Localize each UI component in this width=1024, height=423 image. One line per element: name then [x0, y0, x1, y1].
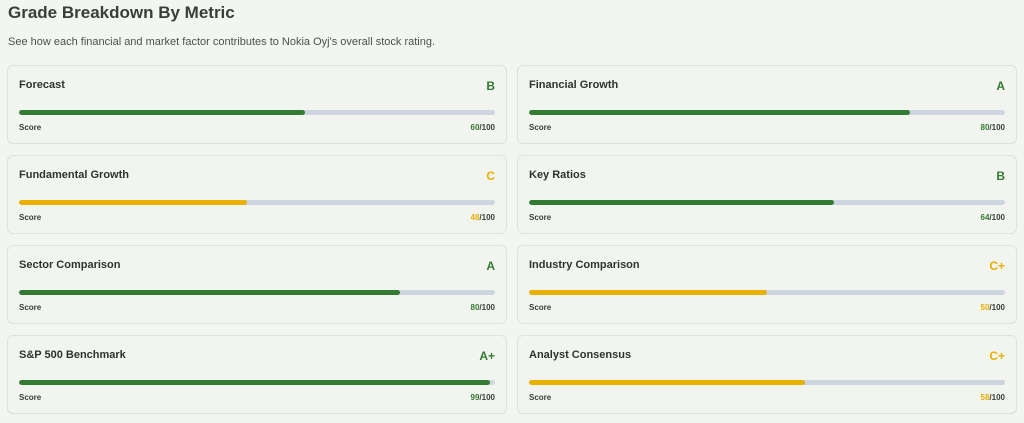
- score-label: Score: [529, 393, 552, 402]
- score-number: 80: [470, 303, 480, 312]
- score-suffix: /100: [989, 213, 1005, 222]
- score-bar-fill: [529, 380, 806, 385]
- score-bar-track: [19, 200, 495, 205]
- metric-grade: C+: [989, 349, 1005, 363]
- score-bar-track: [19, 380, 495, 385]
- metric-grade: A: [996, 79, 1005, 93]
- score-label: Score: [19, 123, 42, 132]
- metric-card: Fundamental Growth C Score 48/100: [7, 155, 507, 234]
- metric-name: Key Ratios: [529, 169, 586, 181]
- score-label: Score: [529, 303, 552, 312]
- metric-name: S&P 500 Benchmark: [19, 349, 126, 361]
- score-number: 80: [980, 123, 990, 132]
- score-bar-track: [529, 110, 1005, 115]
- metric-card: S&P 500 Benchmark A+ Score 99/100: [7, 335, 507, 414]
- metric-card: Financial Growth A Score 80/100: [517, 65, 1017, 144]
- metric-card: Key Ratios B Score 64/100: [517, 155, 1017, 234]
- metric-grade: C+: [989, 259, 1005, 273]
- score-suffix: /100: [989, 303, 1005, 312]
- score-bar-track: [19, 290, 495, 295]
- score-suffix: /100: [479, 213, 495, 222]
- section-subtitle: See how each financial and market factor…: [8, 36, 436, 48]
- score-value: 48/100: [471, 213, 495, 222]
- score-label: Score: [19, 393, 42, 402]
- metric-grade: C: [486, 169, 495, 183]
- score-bar-track: [529, 200, 1005, 205]
- score-bar-fill: [529, 290, 767, 295]
- metric-card: Sector Comparison A Score 80/100: [7, 245, 507, 324]
- metric-name: Analyst Consensus: [529, 349, 632, 361]
- score-value: 80/100: [981, 123, 1005, 132]
- score-label: Score: [529, 123, 552, 132]
- score-suffix: /100: [479, 123, 495, 132]
- score-number: 48: [470, 213, 480, 222]
- metric-grade: B: [486, 79, 495, 93]
- score-suffix: /100: [989, 123, 1005, 132]
- score-label: Score: [19, 303, 42, 312]
- score-label: Score: [529, 213, 552, 222]
- metric-card: Analyst Consensus C+ Score 58/100: [517, 335, 1017, 414]
- score-bar-track: [529, 380, 1005, 385]
- score-bar-track: [19, 110, 495, 115]
- metric-grid: Forecast B Score 60/100 Financial Growth…: [7, 65, 1017, 414]
- score-bar-track: [529, 290, 1005, 295]
- section-title: Grade Breakdown By Metric: [8, 3, 235, 22]
- score-bar-fill: [529, 200, 834, 205]
- score-bar-fill: [19, 290, 400, 295]
- score-suffix: /100: [479, 303, 495, 312]
- score-value: 80/100: [471, 303, 495, 312]
- metric-grade: A+: [479, 349, 495, 363]
- score-suffix: /100: [479, 393, 495, 402]
- score-value: 58/100: [981, 393, 1005, 402]
- metric-grade: B: [996, 169, 1005, 183]
- metric-name: Forecast: [19, 79, 65, 91]
- score-value: 60/100: [471, 123, 495, 132]
- score-value: 50/100: [981, 303, 1005, 312]
- score-value: 64/100: [981, 213, 1005, 222]
- score-suffix: /100: [989, 393, 1005, 402]
- metric-name: Financial Growth: [529, 79, 619, 91]
- score-number: 99: [470, 393, 480, 402]
- score-bar-fill: [19, 110, 305, 115]
- metric-grade: A: [486, 259, 495, 273]
- metric-name: Fundamental Growth: [19, 169, 129, 181]
- score-number: 58: [980, 393, 990, 402]
- metric-name: Sector Comparison: [19, 259, 121, 271]
- metric-card: Forecast B Score 60/100: [7, 65, 507, 144]
- score-bar-fill: [19, 380, 491, 385]
- score-bar-fill: [529, 110, 910, 115]
- score-value: 99/100: [471, 393, 495, 402]
- score-bar-fill: [19, 200, 248, 205]
- metric-name: Industry Comparison: [529, 259, 640, 271]
- score-number: 64: [980, 213, 990, 222]
- metric-card: Industry Comparison C+ Score 50/100: [517, 245, 1017, 324]
- score-number: 60: [470, 123, 480, 132]
- score-number: 50: [980, 303, 990, 312]
- score-label: Score: [19, 213, 42, 222]
